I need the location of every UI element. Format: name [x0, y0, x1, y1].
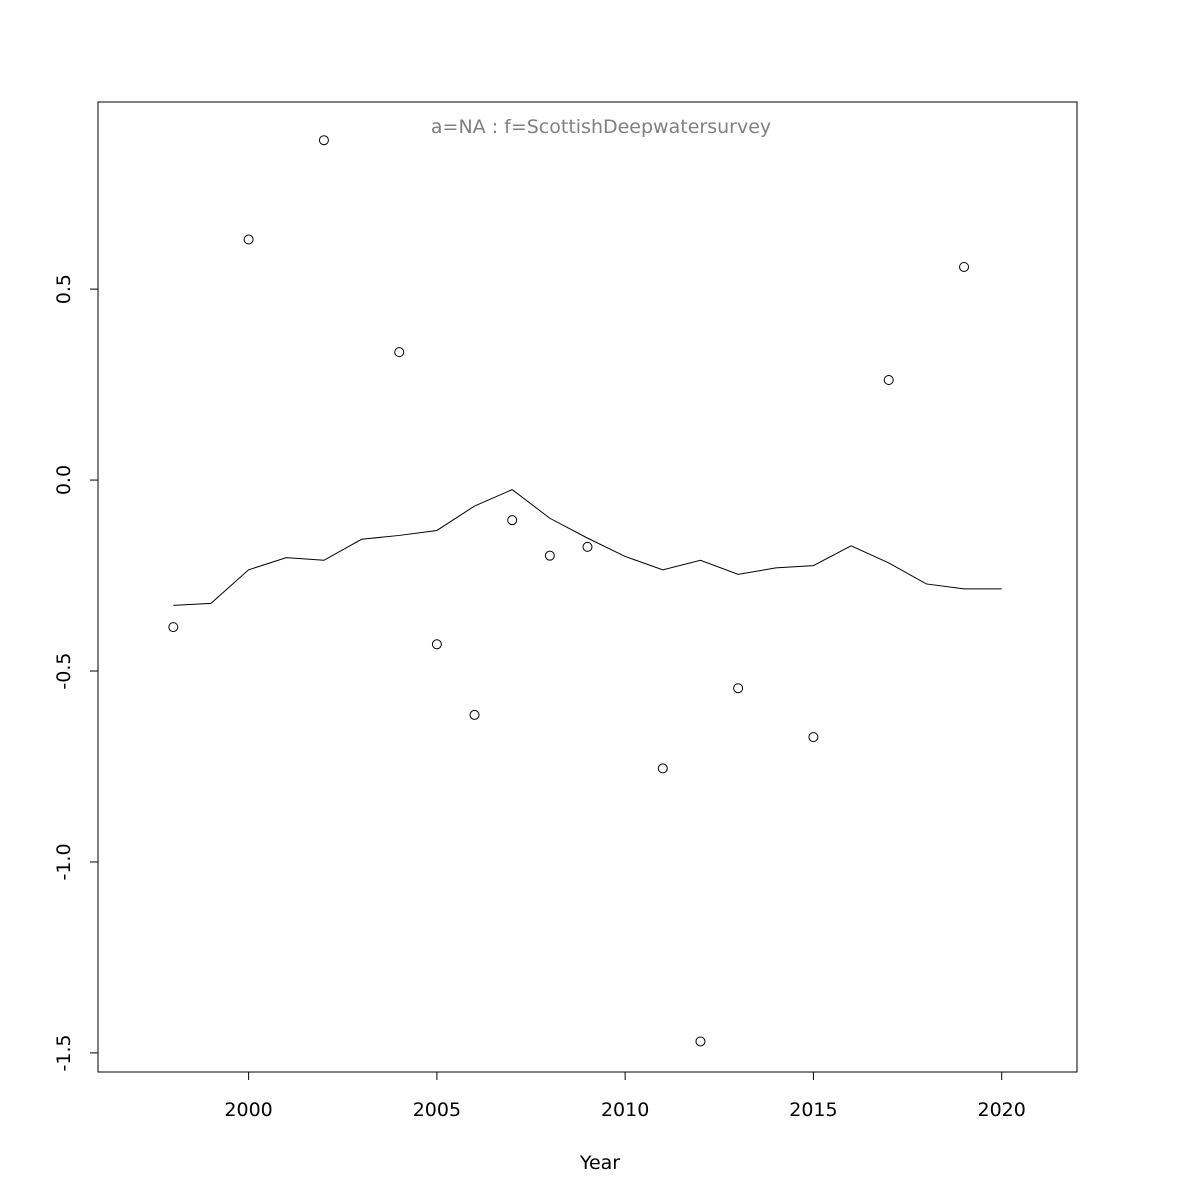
- data-point: [582, 541, 593, 552]
- point-series: [168, 135, 970, 1047]
- y-tick-label: 0.0: [53, 465, 75, 495]
- data-point: [431, 639, 442, 650]
- x-axis: 2000 2005 2010 2015 2020: [224, 1071, 1026, 1121]
- data-point: [318, 135, 329, 146]
- x-tick-label: 2000: [224, 1099, 272, 1121]
- data-point: [469, 709, 480, 720]
- data-point: [507, 515, 518, 526]
- data-point: [243, 234, 254, 245]
- data-point: [959, 261, 970, 272]
- data-point: [808, 732, 819, 743]
- data-point: [883, 375, 894, 386]
- y-tick-label: -1.0: [53, 843, 75, 880]
- data-point: [394, 347, 405, 358]
- data-point: [657, 763, 668, 774]
- chart-title: a=NA : f=ScottishDeepwatersurvey: [431, 116, 771, 138]
- data-point: [733, 683, 744, 694]
- x-tick-label: 2005: [413, 1099, 461, 1121]
- x-tick-label: 2020: [978, 1099, 1026, 1121]
- data-point: [544, 550, 555, 561]
- plot-frame: [97, 101, 1078, 1073]
- x-tick-label: 2015: [789, 1099, 837, 1121]
- y-tick-label: 0.5: [53, 274, 75, 304]
- y-tick-label: -1.5: [53, 1034, 75, 1071]
- data-point: [168, 622, 179, 633]
- y-axis: -1.5 -1.0 -0.5 0.0 0.5: [53, 274, 99, 1071]
- data-point: [695, 1036, 706, 1047]
- y-tick-label: -0.5: [53, 652, 75, 689]
- smoothed-line-series: [173, 489, 1002, 606]
- x-tick-label: 2010: [601, 1099, 649, 1121]
- smoothed-line: [173, 489, 1002, 606]
- x-axis-label: Year: [579, 1152, 620, 1174]
